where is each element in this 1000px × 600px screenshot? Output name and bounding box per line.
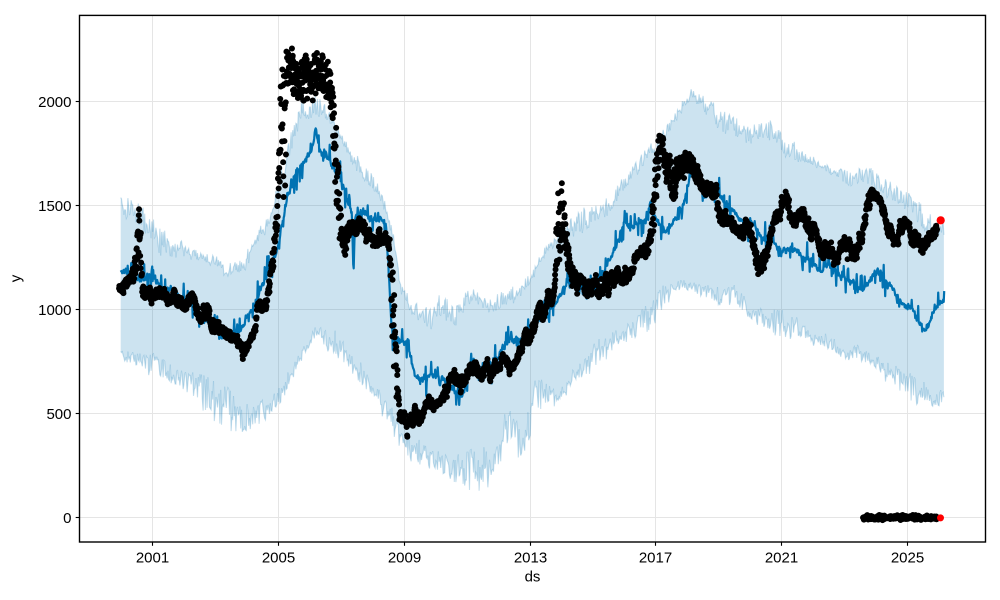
svg-text:2001: 2001	[136, 550, 169, 567]
svg-text:0: 0	[63, 510, 71, 527]
svg-text:2013: 2013	[514, 550, 547, 567]
svg-text:2009: 2009	[388, 550, 421, 567]
svg-text:1500: 1500	[38, 198, 71, 215]
svg-text:1000: 1000	[38, 302, 71, 319]
svg-text:2005: 2005	[262, 550, 295, 567]
svg-text:ds: ds	[525, 568, 541, 585]
svg-text:500: 500	[46, 406, 71, 423]
svg-text:2017: 2017	[639, 550, 672, 567]
svg-text:y: y	[8, 274, 25, 282]
svg-text:2021: 2021	[765, 550, 798, 567]
svg-text:2000: 2000	[38, 94, 71, 111]
svg-text:2025: 2025	[891, 550, 924, 567]
